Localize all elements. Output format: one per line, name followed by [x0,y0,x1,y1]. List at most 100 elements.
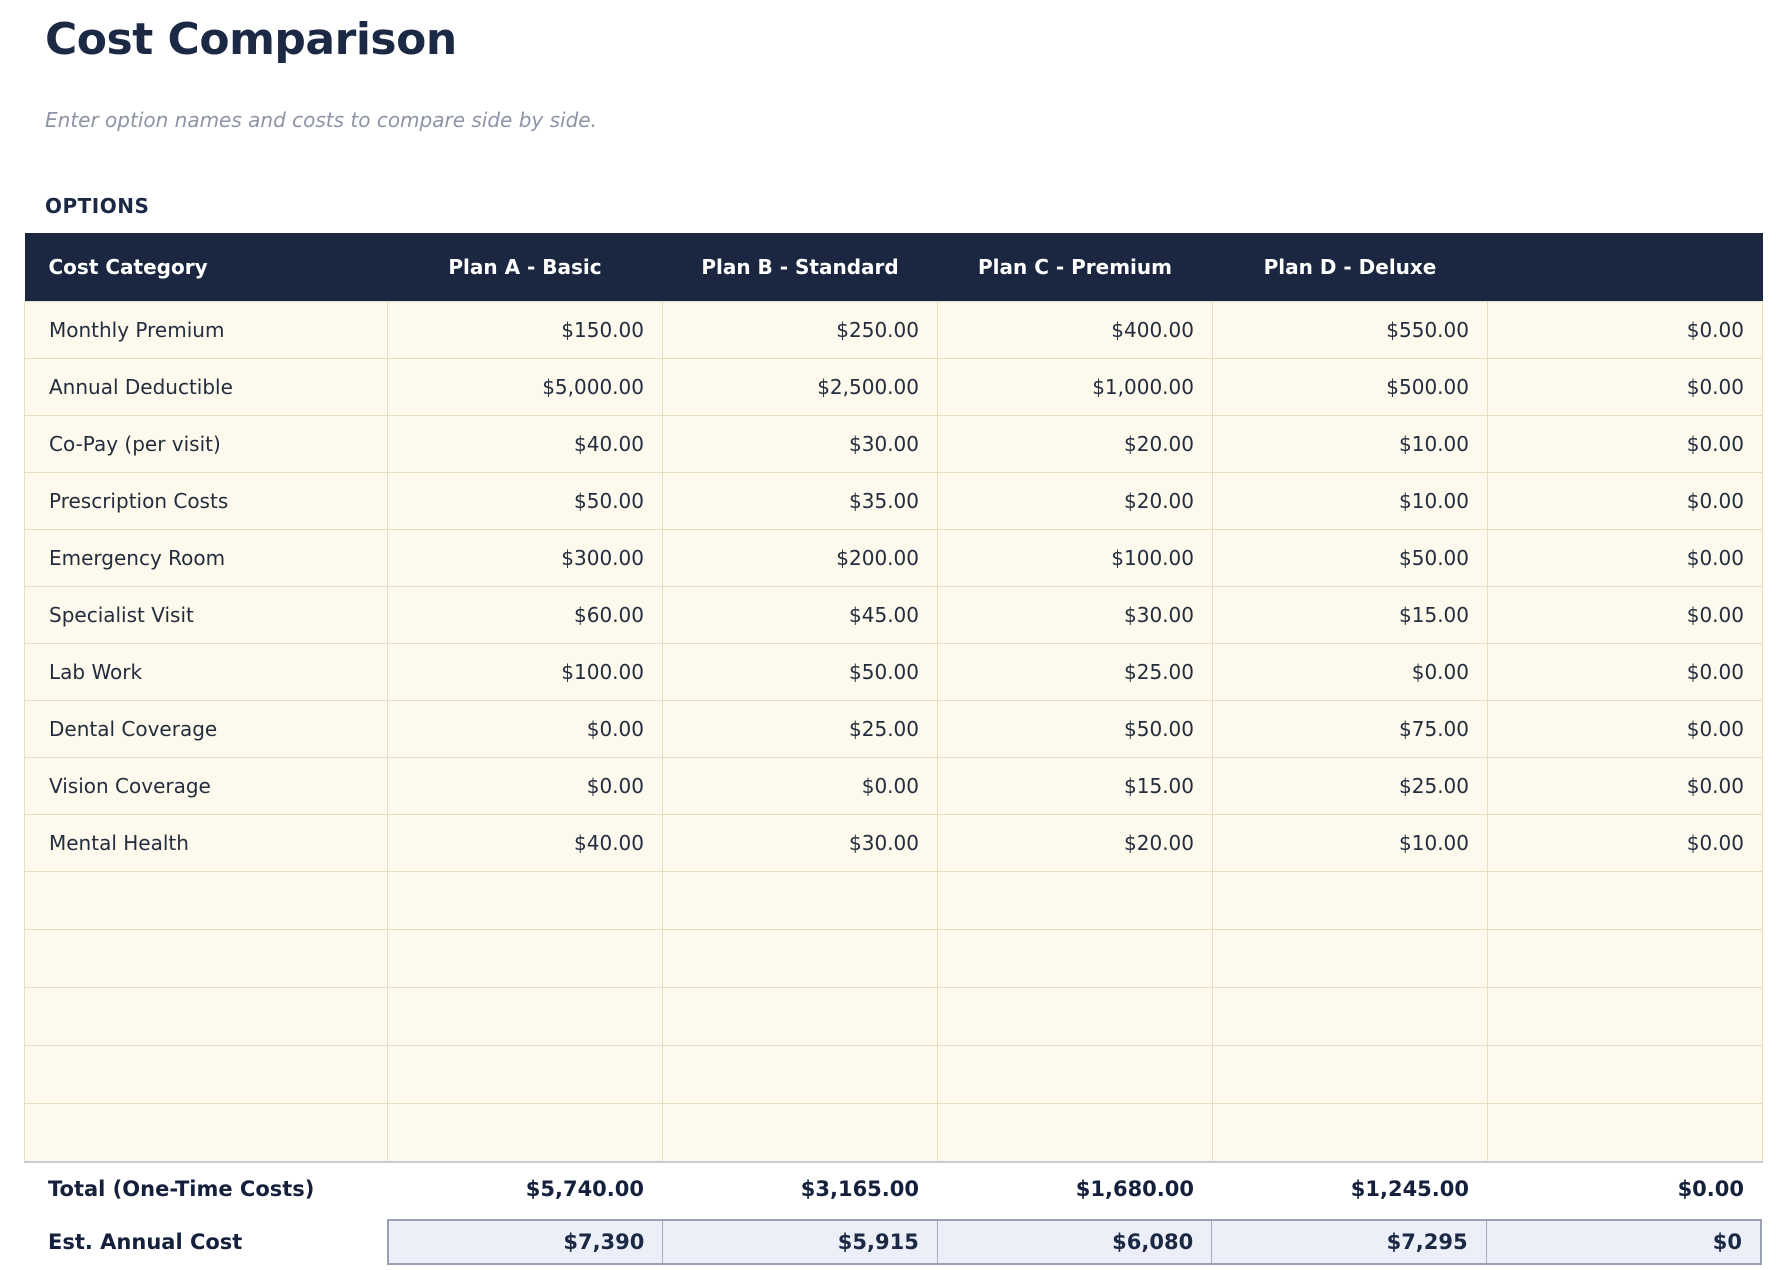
empty-value-cell[interactable] [662,987,938,1046]
cost-value-cell[interactable]: $400.00 [937,301,1213,359]
cost-value-cell[interactable]: $75.00 [1212,700,1488,758]
cost-category-cell[interactable]: Emergency Room [24,529,388,587]
cost-value-cell[interactable]: $0.00 [1487,643,1763,701]
cost-value-cell[interactable]: $10.00 [1212,814,1488,872]
empty-value-cell[interactable] [387,929,663,988]
cost-value-cell[interactable]: $0.00 [1487,700,1763,758]
cost-value-cell[interactable]: $35.00 [662,472,938,530]
cost-value-cell[interactable]: $0.00 [1487,757,1763,815]
cost-value-cell[interactable]: $550.00 [1212,301,1488,359]
empty-category-cell[interactable] [24,871,388,930]
cost-value-cell[interactable]: $500.00 [1212,358,1488,416]
empty-value-cell[interactable] [387,1103,663,1163]
cost-value-cell[interactable]: $50.00 [662,643,938,701]
cost-value-cell[interactable]: $50.00 [937,700,1213,758]
cost-value-cell[interactable]: $0.00 [387,757,663,815]
cost-value-cell[interactable]: $0.00 [662,757,938,815]
cost-category-cell[interactable]: Mental Health [24,814,388,872]
cost-value-cell[interactable]: $0.00 [1487,358,1763,416]
empty-value-cell[interactable] [1212,987,1488,1046]
annual-cost-plan-b: $5,915 [662,1221,937,1263]
empty-value-cell[interactable] [1487,929,1763,988]
empty-category-cell[interactable] [24,987,388,1046]
cost-value-cell[interactable]: $20.00 [937,472,1213,530]
cost-category-cell[interactable]: Annual Deductible [24,358,388,416]
empty-value-cell[interactable] [937,1103,1213,1163]
cost-value-cell[interactable]: $30.00 [662,415,938,473]
cost-category-cell[interactable]: Dental Coverage [24,700,388,758]
cost-category-cell[interactable]: Prescription Costs [24,472,388,530]
empty-value-cell[interactable] [662,871,938,930]
empty-value-cell[interactable] [662,1045,938,1104]
cost-category-cell[interactable]: Specialist Visit [24,586,388,644]
cost-value-cell[interactable]: $15.00 [937,757,1213,815]
column-header-plan-b[interactable]: Plan B - Standard [662,233,938,302]
cost-value-cell[interactable]: $0.00 [1487,415,1763,473]
empty-value-cell[interactable] [387,871,663,930]
cost-value-cell[interactable]: $0.00 [1487,301,1763,359]
cost-category-cell[interactable]: Lab Work [24,643,388,701]
cost-value-cell[interactable]: $100.00 [937,529,1213,587]
empty-category-cell[interactable] [24,1103,388,1163]
empty-category-cell[interactable] [24,929,388,988]
page-subtitle: Enter option names and costs to compare … [45,108,597,132]
cost-value-cell[interactable]: $1,000.00 [937,358,1213,416]
empty-value-cell[interactable] [937,871,1213,930]
cost-category-cell[interactable]: Monthly Premium [24,301,388,359]
empty-table-row [24,929,1763,988]
empty-value-cell[interactable] [937,929,1213,988]
cost-value-cell[interactable]: $0.00 [1487,472,1763,530]
empty-value-cell[interactable] [1487,987,1763,1046]
empty-value-cell[interactable] [1212,871,1488,930]
cost-value-cell[interactable]: $100.00 [387,643,663,701]
cost-value-cell[interactable]: $50.00 [387,472,663,530]
empty-value-cell[interactable] [662,929,938,988]
annual-cost-row: Est. Annual Cost $7,390 $5,915 $6,080 $7… [24,1219,1762,1265]
cost-value-cell[interactable]: $0.00 [387,700,663,758]
column-header-plan-a[interactable]: Plan A - Basic [387,233,663,302]
empty-value-cell[interactable] [1487,871,1763,930]
cost-value-cell[interactable]: $45.00 [662,586,938,644]
cost-value-cell[interactable]: $10.00 [1212,472,1488,530]
cost-value-cell[interactable]: $30.00 [662,814,938,872]
empty-value-cell[interactable] [387,987,663,1046]
column-header-plan-d[interactable]: Plan D - Deluxe [1212,233,1488,302]
cost-value-cell[interactable]: $25.00 [662,700,938,758]
cost-value-cell[interactable]: $150.00 [387,301,663,359]
empty-value-cell[interactable] [1212,1103,1488,1163]
table-header-row: Cost Category Plan A - Basic Plan B - St… [24,233,1763,302]
empty-value-cell[interactable] [937,1045,1213,1104]
cost-value-cell[interactable]: $300.00 [387,529,663,587]
cost-category-cell[interactable]: Co-Pay (per visit) [24,415,388,473]
cost-value-cell[interactable]: $0.00 [1487,814,1763,872]
cost-value-cell[interactable]: $25.00 [937,643,1213,701]
empty-value-cell[interactable] [1212,929,1488,988]
cost-value-cell[interactable]: $25.00 [1212,757,1488,815]
empty-value-cell[interactable] [1487,1045,1763,1104]
cost-value-cell[interactable]: $10.00 [1212,415,1488,473]
empty-value-cell[interactable] [937,987,1213,1046]
column-header-plan-c[interactable]: Plan C - Premium [937,233,1213,302]
cost-value-cell[interactable]: $200.00 [662,529,938,587]
cost-value-cell[interactable]: $40.00 [387,415,663,473]
cost-value-cell[interactable]: $0.00 [1487,586,1763,644]
cost-value-cell[interactable]: $5,000.00 [387,358,663,416]
column-header-blank[interactable] [1487,233,1763,302]
empty-category-cell[interactable] [24,1045,388,1104]
cost-value-cell[interactable]: $15.00 [1212,586,1488,644]
empty-value-cell[interactable] [387,1045,663,1104]
cost-value-cell[interactable]: $40.00 [387,814,663,872]
cost-value-cell[interactable]: $2,500.00 [662,358,938,416]
empty-value-cell[interactable] [1487,1103,1763,1163]
cost-value-cell[interactable]: $0.00 [1487,529,1763,587]
cost-value-cell[interactable]: $0.00 [1212,643,1488,701]
cost-category-cell[interactable]: Vision Coverage [24,757,388,815]
cost-value-cell[interactable]: $30.00 [937,586,1213,644]
cost-value-cell[interactable]: $60.00 [387,586,663,644]
empty-value-cell[interactable] [1212,1045,1488,1104]
cost-value-cell[interactable]: $50.00 [1212,529,1488,587]
cost-value-cell[interactable]: $20.00 [937,415,1213,473]
cost-value-cell[interactable]: $20.00 [937,814,1213,872]
empty-value-cell[interactable] [662,1103,938,1163]
cost-value-cell[interactable]: $250.00 [662,301,938,359]
